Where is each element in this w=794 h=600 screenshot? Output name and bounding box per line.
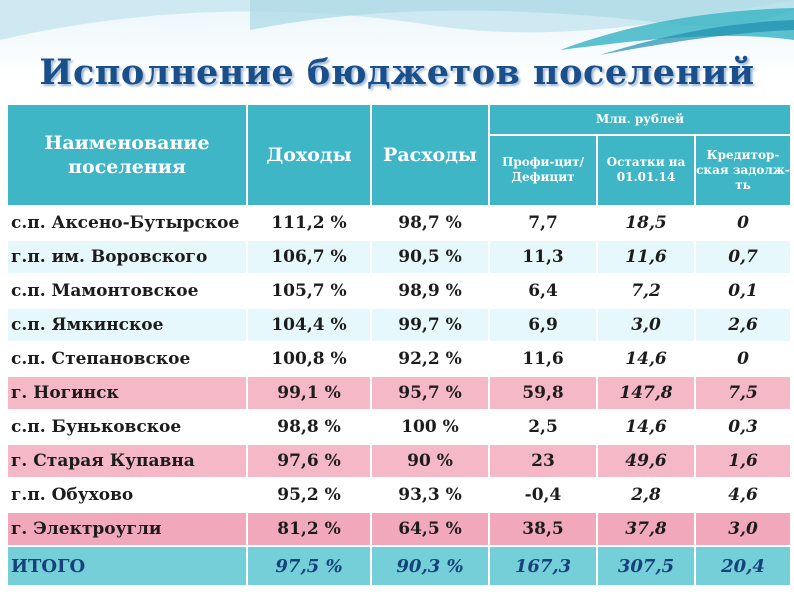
table-row: с.п. Аксено-Бутырское 111,2 % 98,7 % 7,7… xyxy=(6,205,793,241)
surplus-value: 2,5 xyxy=(488,409,598,445)
header-income: Доходы xyxy=(246,103,372,207)
debt-value: 0,7 xyxy=(693,239,793,275)
header-name: Наименование поселения xyxy=(6,103,248,207)
surplus-value: 6,9 xyxy=(488,307,598,343)
table-row: с.п. Буньковское 98,8 % 100 % 2,5 14,6 0… xyxy=(6,409,793,445)
settlement-name: г. Старая Купавна xyxy=(6,443,248,479)
settlement-name: г. Ногинск xyxy=(6,375,248,411)
balance-value: 18,5 xyxy=(596,205,696,241)
total-balance: 307,5 xyxy=(596,545,696,587)
balance-value: 49,6 xyxy=(596,443,696,479)
debt-value: 7,5 xyxy=(693,375,793,411)
balance-value: 3,0 xyxy=(596,307,696,343)
table-row: г. Старая Купавна 97,6 % 90 % 23 49,6 1,… xyxy=(6,443,793,479)
expense-value: 92,2 % xyxy=(370,341,490,377)
surplus-value: 11,3 xyxy=(488,239,598,275)
debt-value: 0,3 xyxy=(693,409,793,445)
total-debt: 20,4 xyxy=(693,545,793,587)
expense-value: 90 % xyxy=(370,443,490,479)
income-value: 111,2 % xyxy=(246,205,372,241)
income-value: 105,7 % xyxy=(246,273,372,309)
surplus-value: 6,4 xyxy=(488,273,598,309)
income-value: 99,1 % xyxy=(246,375,372,411)
settlement-name: г.п. им. Воровского xyxy=(6,239,248,275)
debt-value: 0,1 xyxy=(693,273,793,309)
debt-value: 3,0 xyxy=(693,511,793,547)
expense-value: 98,9 % xyxy=(370,273,490,309)
settlement-name: с.п. Буньковское xyxy=(6,409,248,445)
total-row: ИТОГО 97,5 % 90,3 % 167,3 307,5 20,4 xyxy=(6,545,793,587)
balance-value: 14,6 xyxy=(596,341,696,377)
surplus-value: 38,5 xyxy=(488,511,598,547)
surplus-value: 7,7 xyxy=(488,205,598,241)
title-banner: Исполнение бюджетов поселений xyxy=(0,0,794,110)
debt-value: 0 xyxy=(693,341,793,377)
balance-value: 11,6 xyxy=(596,239,696,275)
income-value: 104,4 % xyxy=(246,307,372,343)
total-surplus: 167,3 xyxy=(488,545,598,587)
table-row: г.п. Обухово 95,2 % 93,3 % -0,4 2,8 4,6 xyxy=(6,477,793,513)
table-row: г. Электроугли 81,2 % 64,5 % 38,5 37,8 3… xyxy=(6,511,793,547)
debt-value: 1,6 xyxy=(693,443,793,479)
expense-value: 99,7 % xyxy=(370,307,490,343)
expense-value: 95,7 % xyxy=(370,375,490,411)
income-value: 106,7 % xyxy=(246,239,372,275)
table-row: с.п. Степановское 100,8 % 92,2 % 11,6 14… xyxy=(6,341,793,377)
header-unit: Млн. рублей xyxy=(487,103,793,136)
settlement-name: с.п. Мамонтовское xyxy=(6,273,248,309)
table-row: г.п. им. Воровского 106,7 % 90,5 % 11,3 … xyxy=(6,239,793,275)
table-row: г. Ногинск 99,1 % 95,7 % 59,8 147,8 7,5 xyxy=(6,375,793,411)
expense-value: 98,7 % xyxy=(370,205,490,241)
income-value: 95,2 % xyxy=(246,477,372,513)
total-expense: 90,3 % xyxy=(370,545,490,587)
expense-value: 90,5 % xyxy=(370,239,490,275)
surplus-value: 23 xyxy=(488,443,598,479)
expense-value: 100 % xyxy=(370,409,490,445)
total-income: 97,5 % xyxy=(246,545,372,587)
table-row: с.п. Мамонтовское 105,7 % 98,9 % 6,4 7,2… xyxy=(6,273,793,309)
debt-value: 0 xyxy=(693,205,793,241)
surplus-value: 59,8 xyxy=(488,375,598,411)
debt-value: 4,6 xyxy=(693,477,793,513)
settlement-name: с.п. Аксено-Бутырское xyxy=(6,205,248,241)
surplus-value: 11,6 xyxy=(488,341,598,377)
balance-value: 7,2 xyxy=(596,273,696,309)
balance-value: 147,8 xyxy=(596,375,696,411)
wave-decoration xyxy=(0,0,794,55)
settlement-name: г.п. Обухово xyxy=(6,477,248,513)
income-value: 100,8 % xyxy=(246,341,372,377)
header-expense: Расходы xyxy=(370,103,490,207)
settlement-name: с.п. Степановское xyxy=(6,341,248,377)
header-debt: Кредитор-ская задолж-ть xyxy=(693,133,793,208)
balance-value: 14,6 xyxy=(596,409,696,445)
balance-value: 2,8 xyxy=(596,477,696,513)
debt-value: 2,6 xyxy=(693,307,793,343)
table-row: с.п. Ямкинское 104,4 % 99,7 % 6,9 3,0 2,… xyxy=(6,307,793,343)
header-balance: Остатки на 01.01.14 xyxy=(596,133,696,208)
balance-value: 37,8 xyxy=(596,511,696,547)
income-value: 98,8 % xyxy=(246,409,372,445)
total-label: ИТОГО xyxy=(6,545,248,587)
page-title: Исполнение бюджетов поселений xyxy=(39,52,755,93)
surplus-value: -0,4 xyxy=(488,477,598,513)
settlement-name: с.п. Ямкинское xyxy=(6,307,248,343)
income-value: 97,6 % xyxy=(246,443,372,479)
budget-table: Наименование поселения Доходы Расходы Мл… xyxy=(6,103,793,587)
expense-value: 93,3 % xyxy=(370,477,490,513)
expense-value: 64,5 % xyxy=(370,511,490,547)
header-surplus: Профи-цит/ Дефицит xyxy=(488,133,598,208)
income-value: 81,2 % xyxy=(246,511,372,547)
settlement-name: г. Электроугли xyxy=(6,511,248,547)
